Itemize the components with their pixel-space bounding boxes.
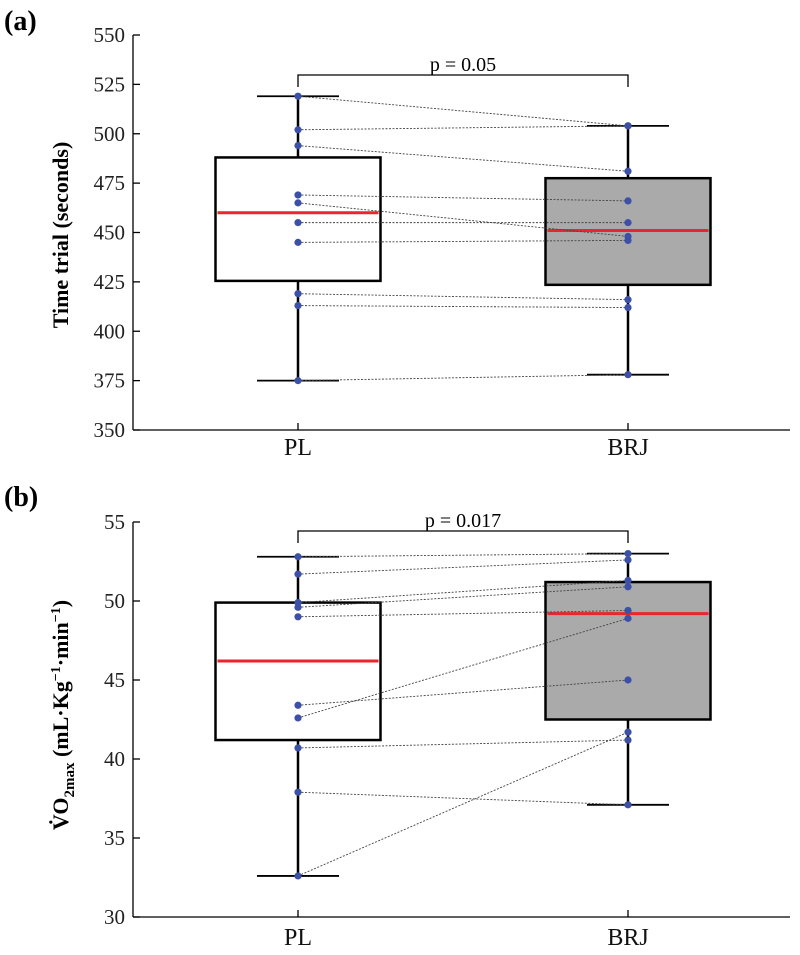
data-point-pl: [294, 142, 302, 150]
data-point-pl: [294, 191, 302, 199]
panel-b: (b) V̇O2max (mL·Kg−1·min−1) p = 0.017 PL…: [4, 482, 790, 951]
y-tick-label: 525: [94, 72, 126, 96]
data-point-pl: [294, 701, 302, 709]
data-point-pl: [294, 788, 302, 796]
data-point-brj: [624, 606, 632, 615]
significance-bracket: [297, 74, 629, 87]
data-point-brj: [624, 197, 632, 205]
y-axis-label-a: Time trial (seconds): [48, 142, 73, 329]
x-tick-label-brj-a: BRJ: [607, 435, 648, 461]
y-tick-label: 40: [104, 747, 125, 771]
paired-line: [297, 95, 629, 127]
data-point-brj: [624, 801, 632, 809]
y-ticks-a: 350 375 400 425 450 475 500 525 550: [94, 23, 790, 442]
x-tick-label-brj-b: BRJ: [607, 925, 648, 951]
paired-line: [297, 580, 629, 604]
data-point-pl: [294, 613, 302, 621]
data-point-pl: [294, 301, 302, 310]
data-point-brj: [624, 676, 632, 684]
y-tick-label: 375: [94, 369, 126, 393]
data-point-pl: [294, 744, 302, 752]
panel-label-a: (a): [4, 6, 37, 37]
box-brj: [544, 580, 712, 721]
y-tick-label: 425: [94, 270, 126, 294]
data-point-brj: [624, 736, 632, 744]
data-point-pl: [294, 570, 302, 578]
y-tick-label: 55: [104, 510, 125, 534]
y-tick-label: 35: [104, 826, 125, 850]
y-tick-label: 475: [94, 171, 126, 195]
data-point-brj: [624, 371, 632, 379]
paired-line: [297, 293, 629, 301]
data-point-brj: [624, 556, 632, 564]
data-point-brj: [624, 550, 632, 558]
paired-line: [297, 791, 629, 806]
data-point-pl: [294, 126, 302, 134]
paired-line: [297, 610, 629, 618]
paired-line: [297, 617, 629, 719]
significance-bracket: [297, 530, 629, 543]
p-value-a: p = 0.05: [430, 54, 496, 76]
data-point-pl: [294, 238, 302, 246]
paired-line: [297, 553, 629, 558]
paired-line: [297, 374, 629, 382]
paired-line: [297, 739, 629, 749]
panel-a: (a) Time trial (seconds) p = 0.05 PL BRJ…: [4, 6, 790, 461]
y-tick-label: 450: [94, 221, 126, 245]
data-point-pl: [294, 92, 302, 100]
x-tick-label-pl-a: PL: [284, 435, 312, 461]
data-point-brj: [624, 576, 632, 585]
data-point-brj: [624, 236, 632, 244]
data-point-brj: [624, 614, 632, 622]
paired-line: [297, 731, 629, 877]
paired-line: [297, 559, 629, 575]
data-point-pl: [294, 219, 302, 227]
y-tick-label: 350: [94, 418, 126, 442]
y-tick-label: 50: [104, 589, 125, 613]
data-point-pl: [294, 714, 302, 722]
paired-line: [297, 679, 629, 706]
data-point-brj: [624, 728, 632, 736]
paired-line: [297, 194, 629, 202]
y-ticks-b: 30 35 40 45 50 55: [104, 510, 790, 929]
panel-label-b: (b): [4, 482, 38, 513]
y-tick-label: 500: [94, 122, 126, 146]
y-axis-label-b: V̇O2max (mL·Kg−1·min−1): [48, 600, 78, 830]
data-point-brj: [624, 296, 632, 304]
data-point-pl: [294, 603, 302, 611]
data-point-pl: [294, 872, 302, 880]
x-tick-label-pl-b: PL: [284, 925, 312, 951]
paired-line: [297, 239, 629, 243]
y-tick-label: 45: [104, 668, 125, 692]
data-point-brj: [624, 122, 632, 130]
paired-line: [297, 125, 629, 131]
y-tick-label: 30: [104, 905, 125, 929]
p-value-b: p = 0.017: [425, 510, 501, 532]
paired-line: [297, 586, 629, 608]
data-point-brj: [624, 167, 632, 175]
data-point-pl: [294, 377, 302, 385]
data-point-brj: [624, 303, 632, 312]
data-point-pl: [294, 199, 302, 207]
paired-line: [297, 305, 629, 308]
data-point-brj: [624, 583, 632, 591]
y-tick-label: 400: [94, 319, 126, 343]
y-tick-label: 550: [94, 23, 126, 47]
data-point-brj: [624, 219, 632, 227]
plot-marks-b: [214, 530, 712, 880]
paired-line: [297, 145, 629, 172]
plot-marks-a: [214, 74, 712, 385]
data-point-pl: [294, 290, 302, 298]
data-point-pl: [294, 553, 302, 561]
paired-line: [297, 202, 629, 237]
